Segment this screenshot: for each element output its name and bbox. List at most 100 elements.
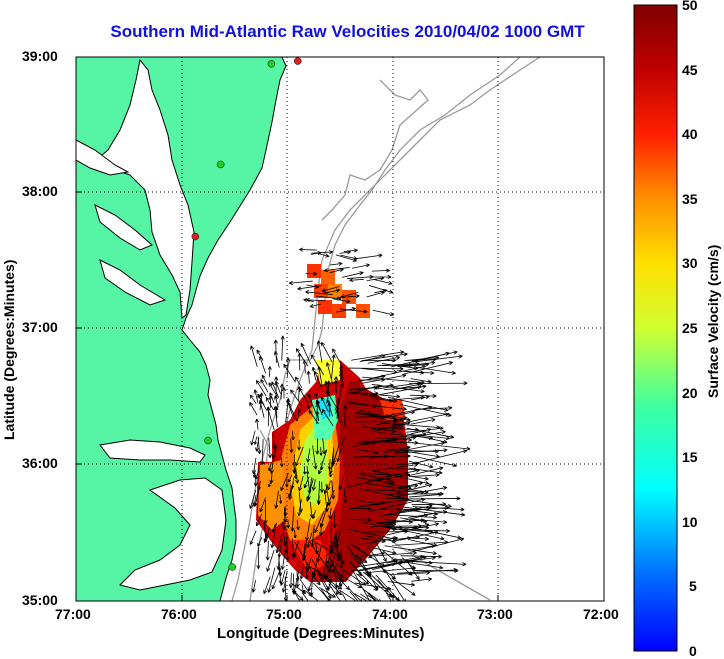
station-marker [216,160,225,169]
velocity-arrow [314,371,323,388]
velocity-arrow [253,389,259,403]
velocity-arrow [257,537,263,547]
velocity-arrow [347,391,379,396]
station-marker [191,232,200,241]
velocity-arrow [270,522,277,549]
velocity-arrow [311,479,316,491]
velocity-arrow [298,387,309,404]
velocity-arrow [278,567,283,585]
y-tick-label: 36:00 [22,455,58,471]
velocity-arrow [403,370,435,375]
velocity-arrow [375,574,400,601]
velocity-arrow [303,466,307,475]
velocity-arrow [359,488,402,500]
velocity-arrow [267,567,276,593]
velocity-arrow [335,536,341,562]
velocity-arrow [266,550,275,572]
velocity-arrow [321,408,334,427]
land-mass [76,57,287,601]
colorbar-tick: 20 [682,385,698,401]
velocity-arrow [397,360,436,368]
velocity-arrow [289,438,294,453]
velocity-arrow [369,592,376,601]
bay-branch [76,139,130,176]
velocity-arrow [413,568,459,573]
velocity-arrow [326,380,331,402]
velocity-arrow [282,387,286,399]
velocity-arrow [290,506,295,532]
velocity-arrow [268,382,278,397]
velocity-arrow [356,392,398,403]
x-tick-label: 73:00 [477,606,513,622]
colorbar-tick: 5 [689,578,697,594]
velocity-arrow [312,445,318,470]
x-tick-label: 76:00 [161,606,197,622]
velocity-arrow [409,496,461,501]
velocity-arrow [372,309,395,317]
velocity-arrow [339,250,351,255]
velocity-arrow [394,467,418,472]
velocity-arrow [280,552,286,570]
velocity-arrow [410,417,436,425]
velocity-arrow [318,523,323,536]
velocity-arrow [321,288,341,295]
velocity-arrow [408,381,468,386]
velocity-vectors [249,247,471,601]
velocity-arrow [332,298,351,304]
station-marker [204,436,212,445]
velocity-arrow [384,525,445,541]
velocity-arrow [341,271,364,278]
velocity-arrow [343,405,348,427]
velocity-arrow [412,506,465,512]
velocity-arrow [304,589,319,601]
velocity-arrow [372,384,427,397]
velocity-arrow [386,449,439,454]
velocity-arrow [263,522,268,542]
velocity-arrow [391,559,444,570]
velocity-arrow [374,288,388,294]
velocity-arrow [356,573,369,585]
velocity-arrow [296,519,300,531]
velocity-arrow [295,571,300,582]
map-title: Southern Mid-Atlantic Raw Velocities 201… [110,22,585,41]
velocity-arrow [369,454,389,459]
velocity-arrow [354,593,368,601]
velocity-arrow [329,557,344,583]
velocity-arrow [406,426,444,433]
velocity-arrow [408,466,444,477]
velocity-arrow [291,538,296,558]
velocity-arrow [327,459,332,471]
velocity-arrow [305,290,333,295]
velocity-arrow [407,562,420,580]
velocity-arrow [356,448,379,455]
velocity-arrow [366,535,397,543]
velocity-arrow [249,530,257,545]
velocity-arrow [322,592,330,601]
velocity-arrow [306,531,313,549]
velocity-arrow [377,361,420,367]
velocity-arrow [367,594,378,601]
velocity-arrow [263,576,271,594]
velocity-arrow [266,406,271,427]
colorbar-tick: 30 [682,255,698,271]
velocity-arrow [364,437,398,446]
velocity-arrow [328,583,341,601]
station-marker [228,563,237,571]
velocity-arrow [269,458,274,474]
velocity-arrow [356,253,383,259]
pamlico-sound [119,477,227,591]
velocity-arrow [320,461,324,471]
velocity-arrow [306,563,333,582]
velocity-arrow [327,402,332,417]
velocity-arrow [375,437,412,442]
velocity-arrow [379,410,416,420]
velocity-arrow [249,489,257,509]
velocity-arrow [383,385,422,391]
velocity-arrow [363,440,419,445]
velocity-arrow [288,572,293,589]
grid-lines [76,57,604,601]
velocity-arrow [302,359,307,374]
velocity-arrow [250,345,258,367]
velocity-arrow [275,380,281,394]
velocity-arrow [274,395,279,408]
